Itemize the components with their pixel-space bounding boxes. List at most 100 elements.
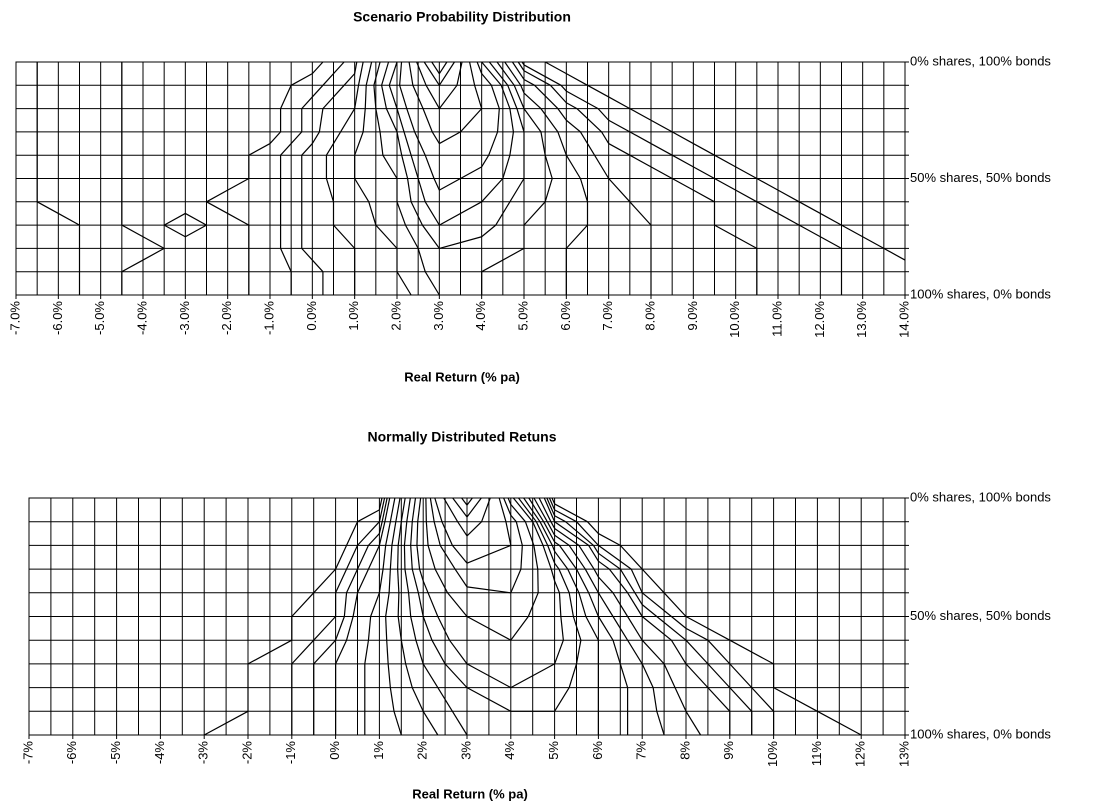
x-tick-label: 0% — [327, 741, 342, 760]
contour-line — [568, 663, 578, 688]
contour-line — [608, 178, 631, 203]
chart-title: Normally Distributed Retuns — [367, 429, 556, 445]
contour-line — [378, 521, 383, 534]
contour-line — [414, 131, 426, 156]
contour-line — [429, 497, 435, 522]
contour-line — [560, 84, 567, 92]
contour-line — [608, 119, 631, 133]
contour-line — [481, 154, 490, 168]
contour-line — [509, 178, 525, 203]
contour-line — [496, 108, 500, 132]
contour-line — [417, 592, 424, 617]
contour-line — [510, 514, 517, 523]
contour-line — [540, 131, 546, 156]
contour-line — [421, 224, 440, 249]
contour-line — [671, 177, 694, 191]
contour-line — [554, 639, 564, 665]
contour-line — [777, 189, 800, 203]
contour-line — [431, 61, 440, 74]
contour-line — [313, 568, 337, 594]
contour-line — [798, 224, 821, 238]
contour-line — [629, 201, 652, 226]
x-tick-label: -6.0% — [50, 301, 65, 335]
contour-line — [554, 515, 566, 523]
contour-line — [378, 497, 386, 522]
contour-line — [416, 61, 427, 86]
y-tick-label: 0% shares, 100% bonds — [910, 489, 1051, 504]
contour-line — [511, 61, 525, 80]
contour-line — [685, 663, 709, 689]
contour-line — [619, 544, 643, 570]
contour-line — [318, 108, 324, 132]
contour-line — [641, 568, 665, 594]
x-tick-label: 1.0% — [346, 301, 361, 331]
x-tick-label: -3.0% — [177, 301, 192, 335]
contour-line — [291, 592, 315, 617]
contour-line — [185, 224, 207, 238]
contour-line — [408, 61, 414, 86]
contour-line — [650, 119, 673, 133]
x-tick-label: -1.0% — [261, 301, 276, 335]
contour-line — [391, 521, 397, 546]
contour-line — [357, 61, 364, 86]
contour-line — [597, 616, 614, 641]
x-tick-label: 8% — [677, 741, 692, 760]
x-tick-label: -1% — [283, 741, 298, 765]
contour-line — [862, 236, 885, 249]
contour-line — [551, 497, 556, 505]
contour-line — [729, 663, 753, 689]
contour-line — [735, 236, 758, 249]
contour-line — [579, 178, 589, 202]
x-tick-label: 7% — [634, 741, 649, 760]
contour-line — [685, 639, 709, 665]
contour-line — [384, 497, 391, 522]
contour-line — [385, 521, 391, 546]
contour-line — [650, 143, 673, 156]
contour-line — [291, 639, 315, 665]
x-tick-label: 12.0% — [812, 301, 827, 338]
contour-line — [280, 85, 292, 109]
contour-line — [343, 592, 348, 617]
contour-line — [490, 85, 500, 109]
contour-line — [397, 545, 399, 570]
contour-line — [396, 271, 412, 296]
contour-line — [313, 639, 337, 665]
contour-line — [427, 592, 439, 617]
contour-line — [572, 616, 582, 641]
contour-line — [434, 568, 449, 594]
contour-line — [375, 108, 381, 133]
contour-line — [367, 616, 372, 641]
contour-line — [503, 497, 512, 516]
contour-line — [439, 201, 482, 226]
contour-line — [439, 236, 482, 249]
contour-line — [612, 640, 621, 665]
contour-line — [439, 177, 461, 191]
contour-line — [378, 521, 386, 546]
contour-line — [612, 616, 629, 641]
contour-line — [346, 521, 359, 546]
contour-line — [388, 85, 398, 109]
contour-line — [322, 84, 345, 110]
contour-line — [565, 521, 594, 546]
contour-line — [627, 592, 643, 617]
contour-line — [364, 85, 367, 109]
contour-line — [554, 509, 577, 523]
contour-line — [505, 521, 512, 546]
contour-line — [575, 640, 582, 665]
contour-line — [476, 61, 483, 74]
contour-line — [547, 545, 556, 564]
contour-line — [533, 545, 539, 570]
contour-line — [693, 143, 715, 156]
contour-line — [554, 527, 580, 546]
contour-line — [523, 70, 551, 86]
contour-line — [58, 212, 80, 226]
contour-line — [382, 545, 387, 570]
contour-line — [410, 521, 413, 546]
contour-line — [481, 178, 504, 203]
contour-line — [542, 545, 552, 570]
contour-line — [566, 102, 578, 110]
contour-line — [608, 96, 631, 110]
contour-line — [481, 247, 525, 273]
contour-line — [518, 497, 537, 523]
x-tick-label: 6% — [590, 741, 605, 760]
